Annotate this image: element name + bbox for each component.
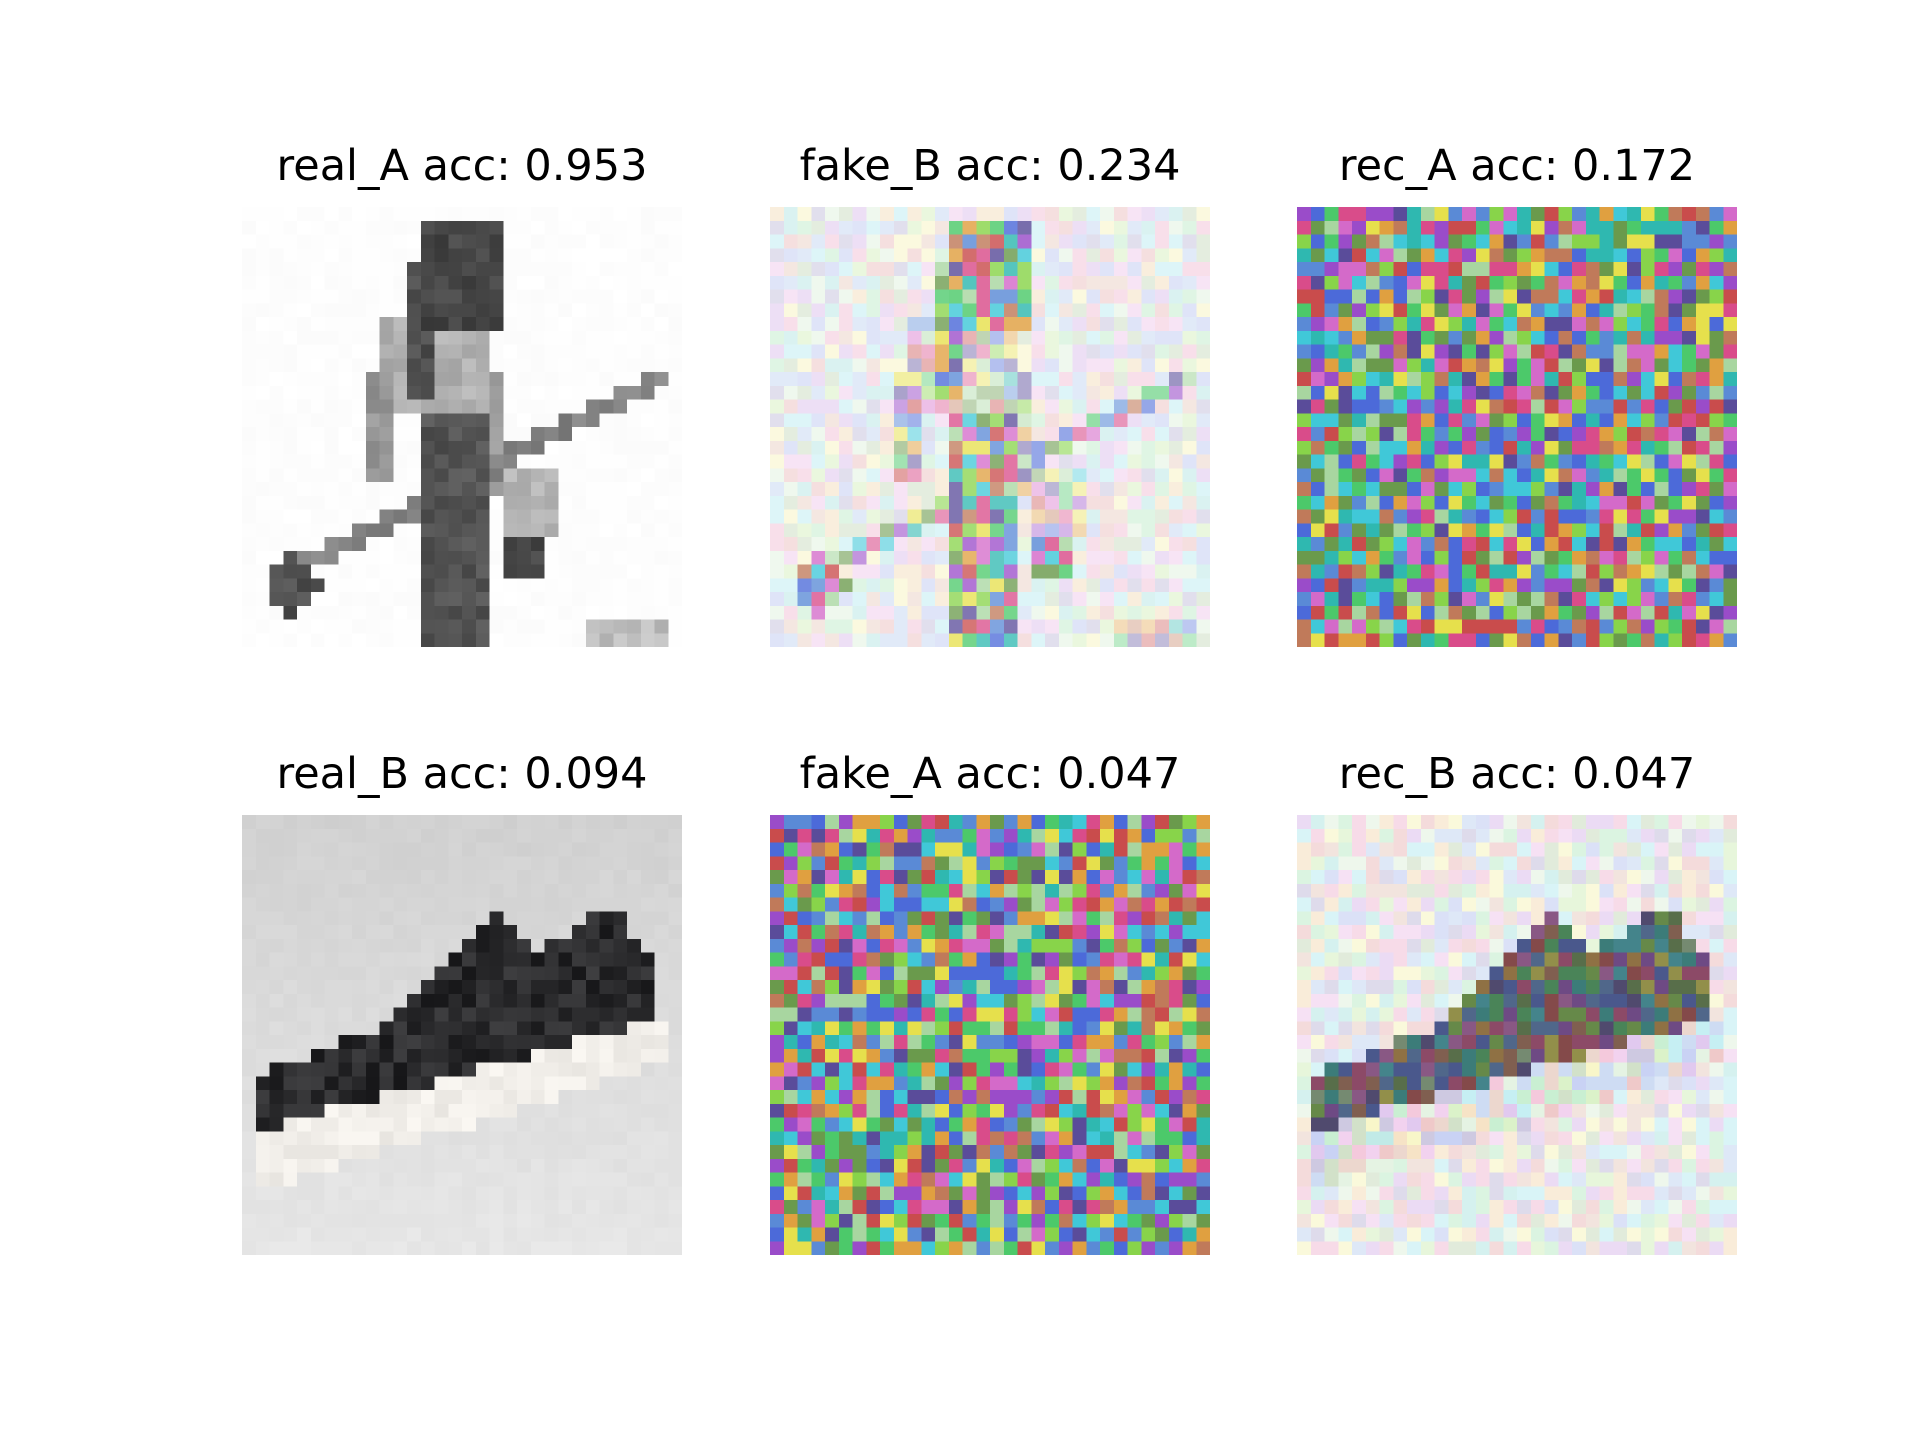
panel-title: rec_B acc: 0.047 [1338,749,1696,799]
panel-title: real_B acc: 0.094 [276,749,648,799]
image-real-b [242,815,682,1255]
image-rec-b [1297,815,1737,1255]
image-fake-b [770,207,1210,647]
panel-title: fake_B acc: 0.234 [799,141,1181,191]
panel-title: real_A acc: 0.953 [276,141,648,191]
panel-title: rec_A acc: 0.172 [1338,141,1696,191]
image-fake-a [770,815,1210,1255]
image-rec-a [1297,207,1737,647]
image-real-a [242,207,682,647]
panel-title: fake_A acc: 0.047 [799,749,1181,799]
